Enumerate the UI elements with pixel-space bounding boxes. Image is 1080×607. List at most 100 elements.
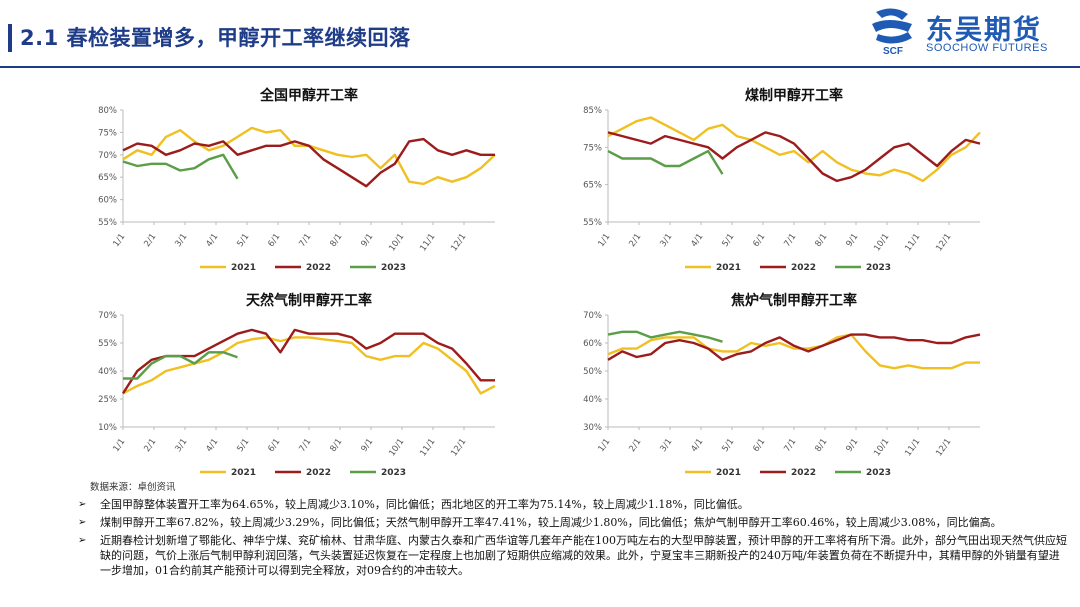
x-tick-label: 8/1: [813, 437, 829, 454]
series-line-2023: [122, 153, 239, 180]
bullet-text: 近期春检计划新增了鄂能化、神华宁煤、兖矿榆林、甘肃华庭、内蒙古久泰和广西华谊等几…: [100, 534, 1067, 577]
x-tick-label: 8/1: [813, 232, 829, 249]
legend-label: 2022: [791, 263, 816, 273]
x-tick-label: 9/1: [844, 437, 860, 454]
x-tick-label: 7/1: [782, 437, 798, 454]
legend-label: 2021: [231, 263, 256, 273]
x-tick-label: 6/1: [751, 437, 767, 454]
x-tick-label: 8/1: [328, 437, 344, 454]
x-tick-label: 12/1: [449, 437, 468, 458]
x-tick-label: 6/1: [266, 437, 282, 454]
x-tick-label: 3/1: [173, 232, 189, 249]
x-tick-label: 9/1: [844, 232, 860, 249]
y-tick-label: 75%: [98, 128, 117, 138]
x-tick-label: 2/1: [142, 437, 158, 454]
legend-label: 2022: [306, 263, 331, 273]
chart-svg: 焦炉气制甲醇开工率 30% 40% 50% 60% 70% 1/1 2/1 3/1 4/1 5/1 6…: [583, 292, 981, 478]
y-tick-label: 55%: [98, 218, 117, 228]
x-tick-label: 9/1: [359, 437, 375, 454]
x-tick-label: 7/1: [782, 232, 798, 249]
series-line-2021: [122, 126, 496, 186]
x-tick-label: 5/1: [720, 437, 736, 454]
bullet-arrow-icon: ➢: [78, 517, 87, 528]
logo-mark-text: SCF: [883, 46, 903, 56]
x-tick-label: 1/1: [111, 437, 127, 454]
bullet-list: ➢ 全国甲醇整体装置开工率为64.65%，较上周减少3.10%，同比偏低；西北地…: [78, 497, 1068, 581]
legend-label: 2021: [716, 263, 741, 273]
x-tick-label: 6/1: [266, 232, 282, 249]
legend-label: 2022: [306, 468, 331, 478]
y-tick-label: 75%: [583, 143, 602, 153]
y-tick-label: 55%: [583, 218, 602, 228]
series-line-2022: [121, 328, 495, 395]
y-tick-label: 85%: [583, 106, 602, 116]
chart-svg: 天然气制甲醇开工率 10% 25% 40% 55% 70% 1/1 2/1 3/1 4/1 5/1 6…: [98, 292, 496, 478]
x-tick-label: 12/1: [449, 232, 468, 253]
series-line-2022: [607, 131, 981, 183]
x-tick-label: 11/1: [903, 437, 922, 458]
x-tick-label: 7/1: [297, 232, 313, 249]
x-tick-label: 1/1: [596, 232, 612, 249]
chart-coke-oven-methanol-rate: 焦炉气制甲醇开工率 30% 40% 50% 60% 70% 1/1 2/1 3/1 4/1 5/1 6…: [570, 285, 1010, 485]
x-tick-label: 3/1: [658, 232, 674, 249]
y-tick-label: 70%: [98, 151, 117, 161]
legend-label: 2023: [866, 263, 891, 273]
bullet-arrow-icon: ➢: [78, 535, 87, 546]
x-tick-label: 1/1: [111, 232, 127, 249]
x-tick-label: 2/1: [627, 437, 643, 454]
x-tick-label: 12/1: [934, 437, 953, 458]
header-divider: [0, 66, 1080, 68]
y-tick-label: 60%: [98, 196, 117, 206]
chart-svg: 煤制甲醇开工率 55% 65% 75% 85% 1/1 2/1 3/1 4/1 5/1 6/1 7/1…: [583, 87, 981, 273]
slide-header: 2.1 春检装置增多，甲醇开工率继续回落 SCF 东吴期货 SOOCHOW FU…: [0, 0, 1080, 72]
chart-coal-methanol-rate: 煤制甲醇开工率 55% 65% 75% 85% 1/1 2/1 3/1 4/1 5/1 6/1 7/1…: [570, 80, 1010, 280]
y-tick-label: 70%: [98, 311, 117, 321]
x-tick-label: 2/1: [627, 232, 643, 249]
y-tick-label: 50%: [583, 367, 602, 377]
x-tick-label: 6/1: [751, 232, 767, 249]
series-line-2023: [607, 149, 724, 175]
legend-label: 2023: [381, 468, 406, 478]
y-tick-label: 65%: [98, 173, 117, 183]
series-line-2023: [607, 330, 723, 343]
company-logo: SCF 东吴期货 SOOCHOW FUTURES: [868, 6, 1073, 58]
legend-label: 2022: [791, 468, 816, 478]
x-tick-label: 11/1: [418, 232, 437, 253]
logo-english-name: SOOCHOW FUTURES: [926, 42, 1048, 54]
x-tick-label: 11/1: [903, 232, 922, 253]
y-tick-label: 30%: [583, 423, 602, 433]
y-tick-label: 40%: [583, 395, 602, 405]
chart-title: 全国甲醇开工率: [259, 87, 358, 104]
x-tick-label: 1/1: [596, 437, 612, 454]
bullet-text: 全国甲醇整体装置开工率为64.65%，较上周减少3.10%，同比偏低；西北地区的…: [100, 498, 749, 511]
series-line-2021: [607, 116, 981, 183]
chart-title: 天然气制甲醇开工率: [246, 292, 372, 309]
x-tick-label: 4/1: [204, 437, 220, 454]
y-tick-label: 55%: [98, 339, 117, 349]
x-tick-label: 3/1: [658, 437, 674, 454]
bullet-arrow-icon: ➢: [78, 499, 87, 510]
series-line-2021: [122, 336, 496, 395]
legend-label: 2021: [231, 468, 256, 478]
chart-svg: 全国甲醇开工率 55% 60% 65% 70% 75% 80% 1/1 2/1 3/1 4/1 5/1…: [98, 87, 496, 273]
x-tick-label: 7/1: [297, 437, 313, 454]
x-tick-label: 12/1: [934, 232, 953, 253]
x-tick-label: 10/1: [387, 437, 406, 458]
bullet-item: ➢ 全国甲醇整体装置开工率为64.65%，较上周减少3.10%，同比偏低；西北地…: [78, 497, 1068, 512]
title-accent-bar: [8, 24, 12, 52]
data-source: 数据来源：卓创资讯: [90, 482, 176, 493]
y-tick-label: 65%: [583, 181, 602, 191]
y-tick-label: 25%: [98, 395, 117, 405]
chart-national-methanol-rate: 全国甲醇开工率 55% 60% 65% 70% 75% 80% 1/1 2/1 3/1 4/1 5/1…: [85, 80, 525, 280]
y-tick-label: 60%: [583, 339, 602, 349]
x-tick-label: 8/1: [328, 232, 344, 249]
series-line-2022: [122, 137, 495, 188]
x-tick-label: 5/1: [720, 232, 736, 249]
bullet-item: ➢ 煤制甲醇开工率67.82%，较上周减少3.29%，同比偏低；天然气制甲醇开工…: [78, 515, 1068, 530]
x-tick-label: 4/1: [689, 232, 705, 249]
logo-chinese-name: 东吴期货: [926, 15, 1042, 46]
x-tick-label: 4/1: [689, 437, 705, 454]
x-tick-label: 4/1: [204, 232, 220, 249]
x-tick-label: 5/1: [235, 437, 251, 454]
y-tick-label: 40%: [98, 367, 117, 377]
